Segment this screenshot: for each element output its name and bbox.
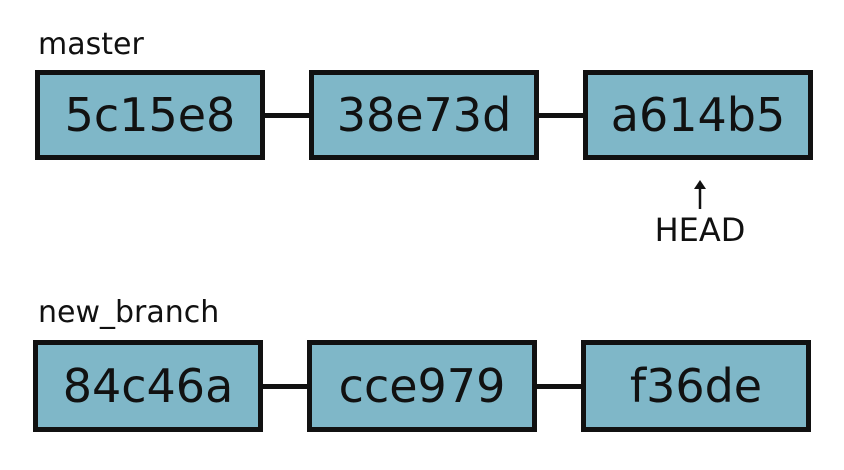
- commit-node-master-2: 38e73d: [309, 70, 539, 160]
- commit-hash: 5c15e8: [64, 88, 236, 142]
- commit-hash: cce979: [338, 359, 506, 413]
- head-label: HEAD: [654, 211, 746, 249]
- branch-label-new-branch: new_branch: [38, 295, 220, 330]
- commit-connector: [263, 384, 307, 389]
- commit-node-new-branch-1: 84c46a: [33, 340, 263, 432]
- head-pointer: HEAD: [640, 180, 760, 246]
- up-arrow-icon: [694, 180, 706, 209]
- commit-node-master-3: a614b5: [583, 70, 813, 160]
- commit-node-new-branch-3: f36de: [581, 340, 811, 432]
- commit-hash: 38e73d: [336, 88, 512, 142]
- commit-connector: [537, 384, 581, 389]
- commit-connector: [265, 113, 309, 118]
- commit-hash: f36de: [629, 359, 763, 413]
- commit-hash: a614b5: [610, 88, 786, 142]
- commit-node-master-1: 5c15e8: [35, 70, 265, 160]
- branch-label-master: master: [38, 27, 144, 62]
- commit-connector: [539, 113, 583, 118]
- commit-node-new-branch-2: cce979: [307, 340, 537, 432]
- commit-hash: 84c46a: [62, 359, 234, 413]
